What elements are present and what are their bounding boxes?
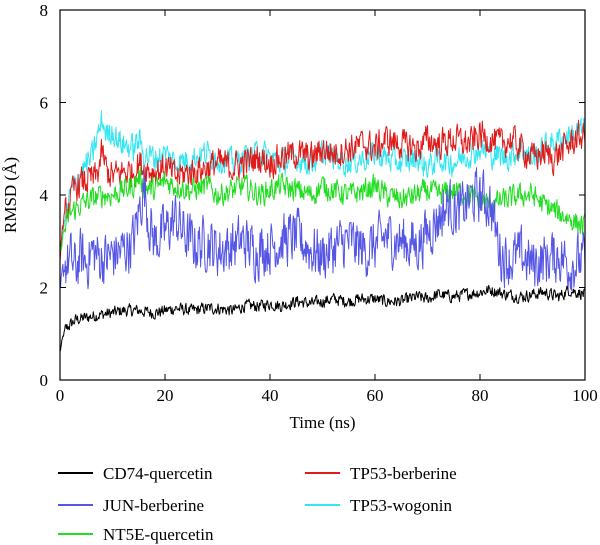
y-tick-label: 8 [40,1,49,20]
x-axis-label: Time (ns) [290,413,356,432]
x-tick-label: 100 [572,386,598,405]
y-tick-label: 4 [40,186,49,205]
legend: CD74-quercetin JUN-berberine NT5E-querceti… [58,464,457,544]
series-line-cd74-quercetin [60,284,585,352]
legend-label: CD74-quercetin [103,464,213,483]
y-tick-label: 0 [40,371,49,390]
series-layer [60,110,585,352]
x-tick-label: 80 [472,386,489,405]
y-tick-label: 2 [40,279,49,298]
y-axis-label: RMSD (Å) [1,157,20,233]
y-tick-label: 6 [40,94,49,113]
ticks-layer: 0 20 40 60 80 100 0 2 4 6 8 [40,1,598,405]
x-tick-label: 0 [56,386,65,405]
legend-label: NT5E-quercetin [103,525,214,544]
x-tick-label: 60 [367,386,384,405]
series-line-tp53-berberine [60,119,585,261]
legend-label: JUN-berberine [103,496,204,515]
x-tick-label: 40 [262,386,279,405]
x-tick-label: 20 [157,386,174,405]
series-line-jun-berberine [60,167,585,291]
legend-label: TP53-wogonin [350,496,453,515]
series-line-nt5e-quercetin [60,167,585,252]
legend-label: TP53-berberine [350,464,457,483]
